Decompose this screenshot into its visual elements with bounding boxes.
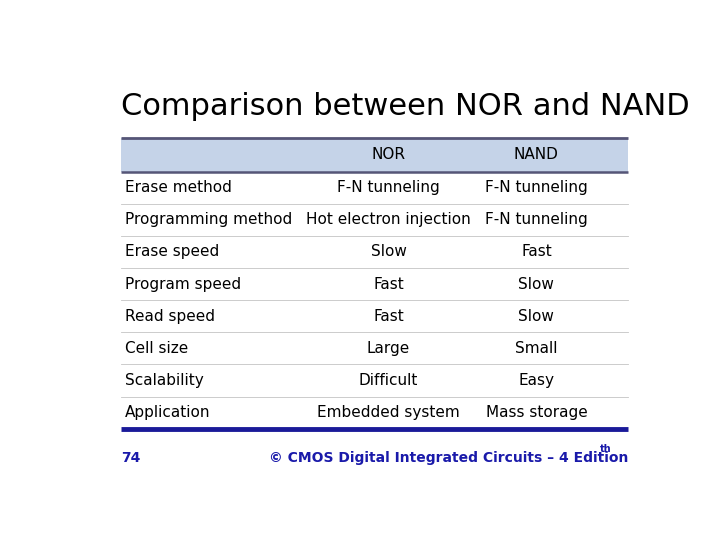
- Text: Slow: Slow: [518, 309, 554, 323]
- Text: NAND: NAND: [514, 147, 559, 162]
- Text: Read speed: Read speed: [125, 309, 215, 323]
- Text: 74: 74: [121, 451, 140, 465]
- Text: Mass storage: Mass storage: [485, 405, 588, 420]
- Text: Slow: Slow: [518, 276, 554, 292]
- Text: Easy: Easy: [518, 373, 554, 388]
- Text: Large: Large: [367, 341, 410, 356]
- Text: Hot electron injection: Hot electron injection: [306, 212, 471, 227]
- Text: F-N tunneling: F-N tunneling: [485, 180, 588, 195]
- Text: Slow: Slow: [371, 245, 407, 259]
- Text: Embedded system: Embedded system: [317, 405, 460, 420]
- Text: © CMOS Digital Integrated Circuits – 4 Edition: © CMOS Digital Integrated Circuits – 4 E…: [269, 451, 629, 465]
- Bar: [121, 138, 629, 172]
- Text: Program speed: Program speed: [125, 276, 241, 292]
- Text: Fast: Fast: [373, 309, 404, 323]
- Text: Erase speed: Erase speed: [125, 245, 220, 259]
- Text: Comparison between NOR and NAND: Comparison between NOR and NAND: [121, 92, 689, 121]
- Text: th: th: [600, 443, 611, 454]
- Text: Difficult: Difficult: [359, 373, 418, 388]
- Text: Scalability: Scalability: [125, 373, 204, 388]
- Text: Application: Application: [125, 405, 211, 420]
- Text: Erase method: Erase method: [125, 180, 232, 195]
- Text: F-N tunneling: F-N tunneling: [485, 212, 588, 227]
- Text: NOR: NOR: [372, 147, 405, 162]
- Text: Programming method: Programming method: [125, 212, 292, 227]
- Text: Small: Small: [515, 341, 558, 356]
- Text: F-N tunneling: F-N tunneling: [337, 180, 440, 195]
- Text: Fast: Fast: [373, 276, 404, 292]
- Text: Fast: Fast: [521, 245, 552, 259]
- Text: Cell size: Cell size: [125, 341, 189, 356]
